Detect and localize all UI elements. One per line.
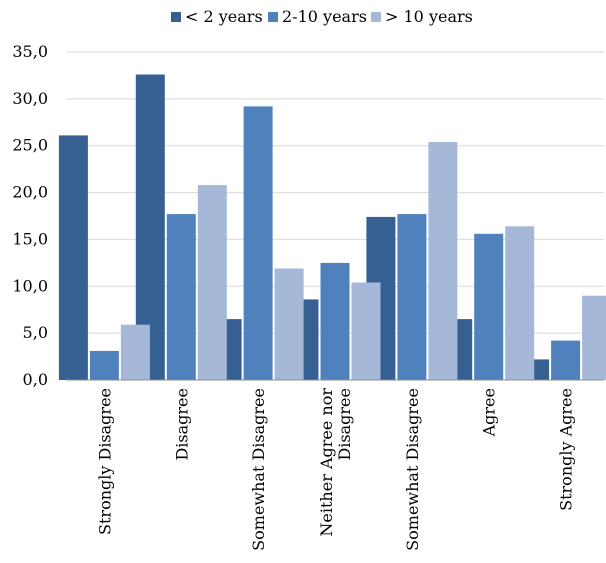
category-label: Strongly Agree <box>557 388 576 511</box>
y-tick-label: 5,0 <box>23 323 48 342</box>
bar-3-2 <box>197 185 227 380</box>
bar-2-1 <box>89 350 119 380</box>
bar-2-5 <box>397 214 427 380</box>
category-label: Somewhat Disagree <box>403 388 422 551</box>
y-tick-label: 20,0 <box>12 183 48 202</box>
category-label: Disagree <box>335 388 354 461</box>
y-tick-label: 25,0 <box>12 136 48 155</box>
bar-1-1 <box>58 135 88 380</box>
bar-3-4 <box>351 282 381 380</box>
bar-3-5 <box>428 142 458 380</box>
y-tick-label: 0,0 <box>23 370 48 389</box>
legend: < 2 years 2-10 years > 10 years <box>171 7 473 26</box>
y-tick-label: 35,0 <box>12 42 48 61</box>
legend-swatch <box>268 12 278 22</box>
x-axis-labels: Strongly Disagree Disagree Somewhat Disagr… <box>95 388 575 551</box>
legend-swatch <box>171 12 181 22</box>
category-label: Neither Agree nor <box>317 388 336 537</box>
y-tick-label: 10,0 <box>12 276 48 295</box>
category-label: Somewhat Disagree <box>249 388 268 551</box>
category-label: Disagree <box>172 388 191 461</box>
bar-3-1 <box>120 324 150 380</box>
bar-3-3 <box>274 268 304 380</box>
legend-label: < 2 years <box>185 7 263 26</box>
bar-2-2 <box>166 214 196 380</box>
category-label: Agree <box>480 388 499 437</box>
y-tick-label: 15,0 <box>12 229 48 248</box>
bars <box>58 74 606 381</box>
y-tick-label: 30,0 <box>12 89 48 108</box>
legend-label: 2-10 years <box>282 7 367 26</box>
bar-2-7 <box>551 340 581 380</box>
bar-2-6 <box>474 233 504 380</box>
bar-2-4 <box>320 262 350 380</box>
bar-2-3 <box>243 106 273 381</box>
legend-label: > 10 years <box>385 7 473 26</box>
y-axis-ticks: 0,0 5,0 10,0 15,0 20,0 25,0 30,0 35,0 <box>12 42 48 389</box>
bar-3-6 <box>505 226 535 380</box>
category-label: Strongly Disagree <box>95 388 114 535</box>
legend-swatch <box>371 12 381 22</box>
bar-3-7 <box>582 295 606 380</box>
